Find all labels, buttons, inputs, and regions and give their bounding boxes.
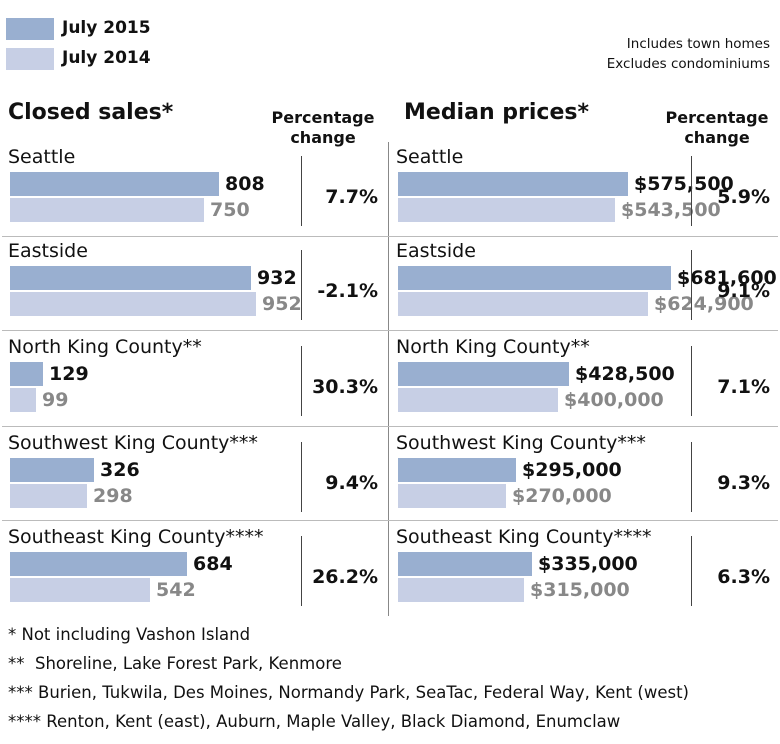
median-prices-value-2015: $335,000 xyxy=(538,553,638,575)
note-excludes: Excludes condominiums xyxy=(606,56,770,72)
legend-swatch-2014 xyxy=(6,48,54,70)
median-prices-title: Median prices* xyxy=(404,100,589,125)
median-prices-region-label: Seattle xyxy=(396,146,464,168)
row-separator xyxy=(2,236,778,237)
median-prices-bar-2015 xyxy=(398,552,532,576)
median-prices-value-2014: $624,900 xyxy=(654,293,754,315)
median-prices-pct-divider xyxy=(691,346,692,416)
closed-sales-region-label: Southeast King County**** xyxy=(8,526,264,548)
legend-label-2014: July 2014 xyxy=(62,48,151,68)
closed-sales-bar-2014 xyxy=(10,388,36,412)
median-prices-region-label: Southeast King County**** xyxy=(396,526,652,548)
closed-sales-value-2014: 298 xyxy=(93,485,133,507)
row-separator xyxy=(2,520,778,521)
median-prices-pct-change: 9.3% xyxy=(717,472,770,494)
closed-sales-bar-2014 xyxy=(10,198,204,222)
closed-sales-pct-change: -2.1% xyxy=(317,280,378,302)
closed-sales-value-2014: 750 xyxy=(210,199,250,221)
closed-sales-pct-divider xyxy=(301,536,302,606)
footnote-2: ** Shoreline, Lake Forest Park, Kenmore xyxy=(8,654,342,673)
closed-sales-pct-divider xyxy=(301,156,302,226)
median-prices-bar-2015 xyxy=(398,172,628,196)
closed-sales-pct-divider xyxy=(301,250,302,320)
median-prices-region-label: Eastside xyxy=(396,240,476,262)
closed-sales-region-label: Eastside xyxy=(8,240,88,262)
legend-label-2015: July 2015 xyxy=(62,18,151,38)
median-prices-pct-divider xyxy=(691,442,692,512)
pct-header-line1: Percentage xyxy=(271,108,375,127)
closed-sales-value-2015: 129 xyxy=(49,363,89,385)
closed-sales-pct-change: 26.2% xyxy=(312,566,378,588)
median-prices-bar-2015 xyxy=(398,362,569,386)
footnote-1: * Not including Vashon Island xyxy=(8,625,251,644)
median-prices-bar-2015 xyxy=(398,458,516,482)
median-prices-value-2015: $575,500 xyxy=(634,173,734,195)
median-prices-value-2014: $315,000 xyxy=(530,579,630,601)
closed-sales-value-2015: 326 xyxy=(100,459,140,481)
median-prices-pct-change: 9.1% xyxy=(717,280,770,302)
row-separator xyxy=(2,426,778,427)
closed-sales-pct-divider xyxy=(301,442,302,512)
closed-sales-bar-2014 xyxy=(10,292,256,316)
median-prices-bar-2014 xyxy=(398,578,524,602)
median-prices-value-2015: $295,000 xyxy=(522,459,622,481)
closed-sales-bar-2015 xyxy=(10,458,94,482)
closed-sales-bar-2014 xyxy=(10,578,150,602)
median-prices-bar-2015 xyxy=(398,266,671,290)
closed-sales-bar-2015 xyxy=(10,266,251,290)
median-prices-pct-divider xyxy=(691,250,692,320)
median-prices-bar-2014 xyxy=(398,292,648,316)
median-prices-value-2014: $400,000 xyxy=(564,389,664,411)
median-prices-pct-divider xyxy=(691,156,692,226)
median-prices-value-2014: $543,500 xyxy=(621,199,721,221)
closed-sales-value-2015: 808 xyxy=(225,173,265,195)
pct-header-line2: change xyxy=(290,128,356,147)
closed-sales-title: Closed sales* xyxy=(8,100,174,125)
median-prices-bar-2014 xyxy=(398,198,615,222)
closed-sales-bar-2014 xyxy=(10,484,87,508)
closed-sales-pct-header: Percentage change xyxy=(266,108,380,148)
median-prices-value-2014: $270,000 xyxy=(512,485,612,507)
median-prices-bar-2014 xyxy=(398,484,506,508)
closed-sales-value-2014: 952 xyxy=(262,293,302,315)
median-prices-pct-change: 7.1% xyxy=(717,376,770,398)
median-prices-pct-change: 6.3% xyxy=(717,566,770,588)
median-prices-bar-2014 xyxy=(398,388,558,412)
legend-swatch-2015 xyxy=(6,18,54,40)
closed-sales-bar-2015 xyxy=(10,362,43,386)
median-prices-pct-change: 5.9% xyxy=(717,186,770,208)
closed-sales-region-label: Southwest King County*** xyxy=(8,432,258,454)
median-prices-pct-divider xyxy=(691,536,692,606)
closed-sales-bar-2015 xyxy=(10,552,187,576)
closed-sales-value-2015: 932 xyxy=(257,267,297,289)
footnote-3: *** Burien, Tukwila, Des Moines, Normand… xyxy=(8,683,689,702)
pct-header-line1: Percentage xyxy=(665,108,769,127)
row-separator xyxy=(2,330,778,331)
median-prices-pct-header: Percentage change xyxy=(660,108,774,148)
closed-sales-pct-change: 7.7% xyxy=(325,186,378,208)
median-prices-region-label: North King County** xyxy=(396,336,590,358)
footnote-4: **** Renton, Kent (east), Auburn, Maple … xyxy=(8,712,621,731)
closed-sales-region-label: Seattle xyxy=(8,146,76,168)
pct-header-line2: change xyxy=(684,128,750,147)
median-prices-value-2015: $428,500 xyxy=(575,363,675,385)
closed-sales-pct-change: 9.4% xyxy=(325,472,378,494)
note-includes: Includes town homes xyxy=(626,36,770,52)
closed-sales-bar-2015 xyxy=(10,172,219,196)
median-prices-value-2015: $681,600 xyxy=(677,267,777,289)
closed-sales-pct-change: 30.3% xyxy=(312,376,378,398)
closed-sales-pct-divider xyxy=(301,346,302,416)
closed-sales-value-2014: 99 xyxy=(42,389,69,411)
closed-sales-value-2014: 542 xyxy=(156,579,196,601)
closed-sales-value-2015: 684 xyxy=(193,553,233,575)
median-prices-region-label: Southwest King County*** xyxy=(396,432,646,454)
panel-divider xyxy=(388,142,389,616)
closed-sales-region-label: North King County** xyxy=(8,336,202,358)
